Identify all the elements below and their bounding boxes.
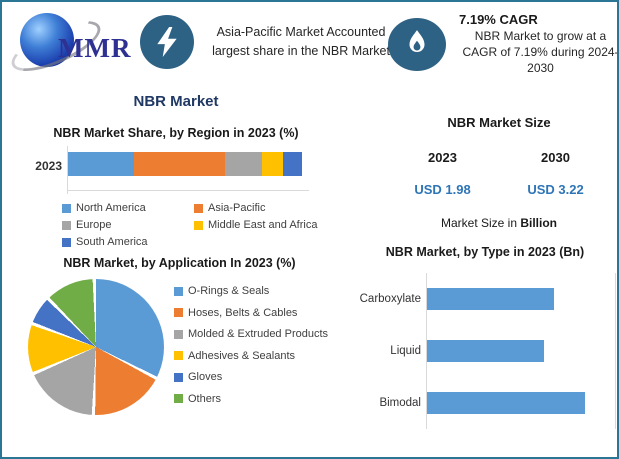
bar-segment <box>68 152 134 176</box>
bar <box>427 340 545 362</box>
application-legend: O-Rings & Seals Hoses, Belts & Cables Mold… <box>174 285 328 415</box>
page-title: NBR Market <box>133 93 219 110</box>
region-stacked-bar <box>68 152 302 176</box>
pie-chart <box>28 279 164 416</box>
region-legend: North America Asia-Pacific Europe Middle Ea… <box>62 202 322 248</box>
legend-swatch <box>174 308 183 318</box>
legend-item: South America <box>62 236 194 248</box>
region-y-axis-line <box>67 146 68 194</box>
legend-label: South America <box>76 236 148 248</box>
market-size-panel: NBR Market Size 2023 2030 USD 1.98 USD 3… <box>386 115 612 230</box>
market-size-years: 2023 2030 <box>386 150 612 165</box>
market-size-title: NBR Market Size <box>447 115 551 130</box>
legend-swatch <box>62 237 71 247</box>
legend-swatch <box>194 220 203 230</box>
legend-label: Asia-Pacific <box>208 202 266 214</box>
year-2023-label: 2023 <box>428 150 457 165</box>
highlight-asia-pacific-text: Asia-Pacific Market Accounted largest sh… <box>212 24 390 58</box>
bar <box>427 392 585 414</box>
legend-item: Middle East and Africa <box>194 219 344 231</box>
legend-label: Gloves <box>188 371 223 384</box>
flame-glyph <box>409 30 425 53</box>
flame-icon <box>388 17 446 71</box>
bar-category-label: Bimodal <box>379 397 421 409</box>
region-category-label: 2023 <box>35 159 62 173</box>
legend-label: Europe <box>76 219 112 231</box>
mmr-logo: MMR <box>5 7 142 82</box>
year-2030-label: 2030 <box>541 150 570 165</box>
region-chart-title: NBR Market Share, by Region in 2023 (%) <box>53 126 299 140</box>
legend-item: Asia-Pacific <box>194 202 344 214</box>
legend-item: Molded & Extruded Products <box>174 328 328 340</box>
logo-text: MMR <box>58 33 132 63</box>
market-size-footnote: Market Size in Billion <box>386 216 612 230</box>
legend-swatch <box>174 329 183 339</box>
legend-label: Adhesives & Sealants <box>188 349 296 362</box>
region-x-axis-line <box>67 190 309 191</box>
bar-area <box>426 273 616 325</box>
legend-swatch <box>194 203 203 213</box>
legend-swatch <box>174 351 183 361</box>
bar-row: Carboxylate <box>354 273 616 325</box>
bar-row: Liquid <box>354 325 616 377</box>
region-share-chart: NBR Market Share, by Region in 2023 (%) … <box>30 126 322 248</box>
type-plot-area: Carboxylate Liquid Bimodal <box>354 273 616 429</box>
value-2030: USD 3.22 <box>527 182 584 197</box>
bar-segment <box>283 152 302 176</box>
legend-swatch <box>174 394 183 404</box>
bar-segment <box>262 152 284 176</box>
lightning-bolt-icon <box>140 15 194 69</box>
market-size-values: USD 1.98 USD 3.22 <box>386 182 612 197</box>
value-2023: USD 1.98 <box>414 182 471 197</box>
highlight-cagr: 7.19% CAGR NBR Market to grow at a CAGR … <box>388 12 619 77</box>
highlight-cagr-body: 7.19% CAGR NBR Market to grow at a CAGR … <box>459 12 619 77</box>
legend-label: North America <box>76 202 146 214</box>
legend-item: Europe <box>62 219 194 231</box>
bar-segment <box>133 152 225 176</box>
footnote-prefix: Market Size in <box>440 216 521 230</box>
application-chart-body: O-Rings & Seals Hoses, Belts & Cables Mold… <box>22 279 337 416</box>
legend-swatch <box>174 286 183 296</box>
bar-category-label: Liquid <box>390 345 421 357</box>
lightning-bolt-glyph <box>157 27 177 57</box>
legend-label: O-Rings & Seals <box>188 285 270 298</box>
legend-swatch <box>62 220 71 230</box>
legend-item: Adhesives & Sealants <box>174 350 328 362</box>
cagr-text: NBR Market to grow at a CAGR of 7.19% du… <box>462 29 619 76</box>
bar-segment <box>224 152 263 176</box>
legend-label: Molded & Extruded Products <box>188 328 329 341</box>
legend-item: Hoses, Belts & Cables <box>174 307 328 319</box>
bar-row: Bimodal <box>354 377 616 429</box>
type-chart-title: NBR Market, by Type in 2023 (Bn) <box>385 245 585 259</box>
legend-label: Others <box>188 392 222 405</box>
legend-swatch <box>174 372 183 382</box>
highlight-asia-pacific: Asia-Pacific Market Accounted largest sh… <box>140 15 395 69</box>
footnote-unit: Billion <box>520 216 558 230</box>
legend-item: O-Rings & Seals <box>174 285 328 297</box>
legend-item: Gloves <box>174 371 328 383</box>
region-plot-area: 2023 <box>30 146 322 194</box>
legend-item: North America <box>62 202 194 214</box>
application-chart-title: NBR Market, by Application In 2023 (%) <box>63 256 296 270</box>
globe-icon <box>20 13 74 67</box>
application-pie-chart: NBR Market, by Application In 2023 (%) O… <box>22 255 337 416</box>
type-bar-chart: NBR Market, by Type in 2023 (Bn) Carboxy… <box>354 245 616 429</box>
bar <box>427 288 555 310</box>
cagr-heading: 7.19% CAGR <box>459 12 538 27</box>
bar-area <box>426 377 616 429</box>
legend-label: Hoses, Belts & Cables <box>188 306 298 319</box>
legend-swatch <box>62 203 71 213</box>
legend-item: Others <box>174 393 328 405</box>
bar-area <box>426 325 616 377</box>
bar-category-label: Carboxylate <box>359 293 421 305</box>
legend-label: Middle East and Africa <box>208 219 318 231</box>
